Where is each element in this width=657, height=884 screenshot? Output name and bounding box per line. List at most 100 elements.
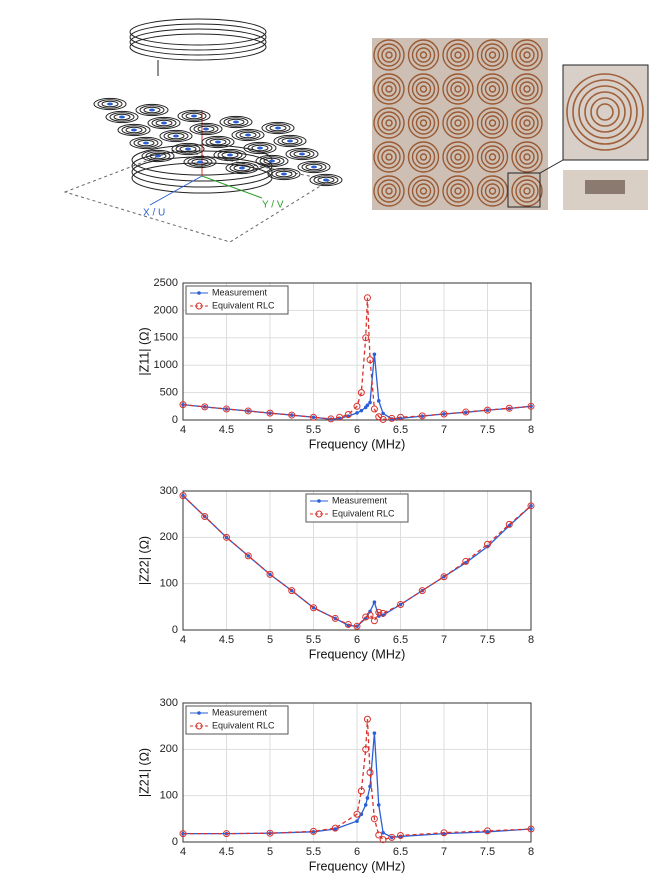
series-marker: [368, 784, 372, 789]
coil: [217, 150, 243, 160]
legend-label: Equivalent RLC: [212, 300, 275, 310]
photo-coil: [419, 119, 428, 127]
series-marker: [381, 830, 385, 835]
coil: [177, 109, 211, 123]
x-axis-label: Frequency (MHz): [309, 647, 406, 661]
x-tick-label: 4.5: [219, 424, 234, 436]
coil-center: [173, 134, 179, 138]
series-marker: [333, 827, 338, 831]
y-axis-label: |Z22| (Ω): [137, 536, 151, 585]
legend-marker: [315, 510, 323, 518]
photo-coil: [488, 187, 497, 195]
photo-coil: [415, 81, 432, 97]
coil: [171, 142, 205, 156]
coil-array: [93, 97, 343, 187]
photo-coil: [450, 47, 466, 63]
coil: [139, 105, 165, 115]
coil: [209, 138, 227, 146]
series-marker: [527, 502, 535, 510]
coil: [163, 131, 189, 141]
photo-coil: [523, 187, 531, 195]
coil-center: [197, 160, 203, 164]
series-line: [182, 495, 532, 628]
legend-marker: [195, 302, 203, 310]
x-tick-label: 7: [441, 846, 447, 858]
x-tick-label: 6: [354, 634, 360, 646]
photo-coil: [407, 107, 440, 139]
legend-label: Measurement: [212, 707, 268, 717]
photo-coil: [446, 43, 470, 67]
coil: [313, 175, 339, 185]
coil: [147, 116, 181, 130]
series-marker: [353, 622, 361, 630]
series-marker: [379, 836, 387, 844]
series-marker: [344, 620, 352, 628]
photo-coil: [411, 43, 436, 67]
photo-coil: [381, 149, 397, 165]
series-marker: [442, 412, 446, 416]
photo-coil: [377, 145, 401, 169]
photo-coil: [377, 111, 401, 135]
photo-coil: [523, 119, 531, 127]
photo-coil: [454, 85, 462, 93]
photo-coil: [385, 85, 393, 93]
coil-center: [161, 121, 167, 125]
photo-coil: [411, 77, 436, 101]
photo-coil: [381, 183, 397, 199]
photo-coil: [480, 43, 505, 67]
series-marker: [359, 408, 364, 413]
x-tick-label: 8: [528, 846, 534, 858]
highlight-box: [507, 172, 541, 208]
legend-marker: [197, 291, 201, 295]
series-marker: [365, 796, 370, 800]
y-tick-label: 100: [160, 578, 178, 590]
series-marker: [440, 573, 448, 581]
coil: [297, 160, 331, 174]
coil-center: [323, 178, 329, 182]
series-marker: [327, 415, 335, 423]
photo-coil: [484, 149, 501, 165]
y-tick-label: 300: [160, 485, 178, 497]
coil-center: [155, 154, 161, 158]
coil: [149, 152, 167, 160]
y-tick-label: 0: [172, 414, 178, 426]
coil: [227, 118, 245, 126]
photo-coil: [442, 175, 474, 207]
inset-spiral: [566, 73, 644, 151]
photo-coil: [454, 187, 462, 195]
coil: [267, 167, 301, 181]
series-marker: [355, 819, 359, 823]
photo-coil: [411, 145, 436, 169]
coil-center: [119, 115, 125, 119]
coil: [213, 148, 247, 162]
x-tick-label: 8: [528, 634, 534, 646]
y-tick-label: 200: [160, 531, 178, 543]
photo-coil: [519, 115, 535, 131]
photo-coil: [446, 179, 470, 203]
coil: [201, 135, 235, 149]
y-tick-label: 300: [160, 697, 178, 709]
coil-diagram: [63, 18, 332, 243]
series-marker: [310, 827, 317, 835]
photo-coil: [519, 47, 535, 63]
coil-center: [107, 102, 113, 106]
coil: [155, 119, 173, 127]
series-marker: [363, 294, 371, 302]
y-tick-label: 2500: [154, 277, 178, 289]
plot-frame: [182, 702, 532, 843]
x-tick-label: 5.5: [306, 634, 321, 646]
photo-coil: [407, 175, 440, 207]
photo-coil: [450, 149, 466, 165]
series-marker: [485, 830, 490, 834]
coil-center: [311, 165, 317, 169]
photo-coil: [415, 149, 432, 165]
series-marker: [463, 561, 468, 565]
series-marker: [505, 404, 513, 412]
coil: [101, 100, 119, 108]
x-tick-label: 4.5: [219, 846, 234, 858]
coil-center: [215, 140, 221, 144]
y-tick-label: 500: [160, 387, 178, 399]
photo-coil: [381, 81, 397, 97]
coil: [193, 124, 219, 134]
photo-coil: [377, 77, 401, 101]
